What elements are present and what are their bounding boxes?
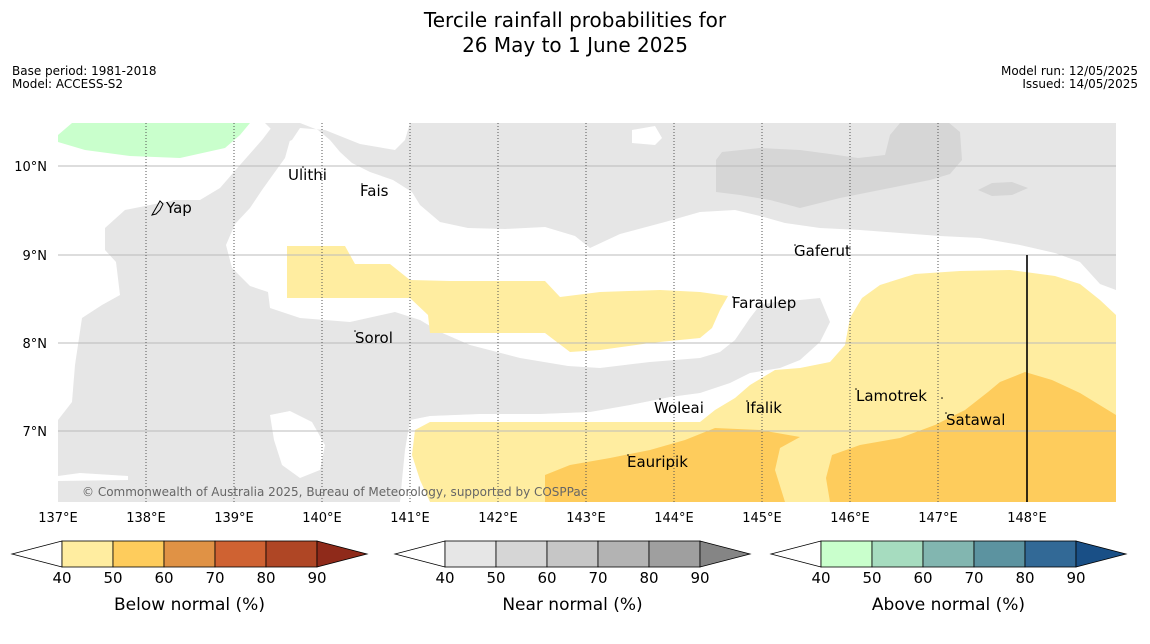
white-gap-southwest	[270, 411, 325, 478]
below-normal-legend-tick: 50	[103, 569, 122, 587]
above-normal-legend-swatch	[820, 540, 873, 568]
lat-label-7n: 7°N	[23, 425, 48, 440]
base-period: Base period: 1981-2018	[12, 64, 157, 78]
title-line-1: Tercile rainfall probabilities for	[423, 8, 727, 32]
place-eauripik: Eauripik	[627, 453, 688, 471]
above-normal-legend-label: Above normal (%)	[872, 595, 1025, 615]
place-fais: Fais	[360, 182, 389, 200]
near-normal-region-lower	[58, 123, 830, 502]
place-ifalik: Ifalik	[746, 399, 782, 417]
near-normal-legend-tick: 60	[537, 569, 556, 587]
near-normal-legend-lower-cap	[393, 540, 446, 568]
below-normal-legend-label: Below normal (%)	[114, 595, 265, 615]
above-normal-legend: 40 50 60 70 80 90 Above normal (%)	[769, 540, 1128, 615]
above-normal-region	[58, 123, 250, 158]
above-normal-legend-swatch	[973, 540, 1026, 568]
place-faraulep: Faraulep	[732, 294, 796, 312]
lon-label-148e: 148°E	[1007, 511, 1047, 526]
lon-label-139e: 139°E	[214, 511, 254, 526]
near-normal-legend-tick: 40	[435, 569, 454, 587]
above-normal-legend-tick: 70	[964, 569, 983, 587]
below-normal-50-region-east	[826, 372, 1116, 502]
below-normal-legend-upper-cap	[316, 540, 369, 568]
near-normal-legend-swatch	[648, 540, 701, 568]
below-normal-legend-tick: 60	[154, 569, 173, 587]
below-normal-legend-swatch	[61, 540, 114, 568]
above-normal-legend-swatch	[871, 540, 924, 568]
near-normal-legend-tick: 80	[639, 569, 658, 587]
below-normal-legend-swatch	[265, 540, 318, 568]
above-normal-legend-tick: 80	[1015, 569, 1034, 587]
below-normal-50-region-south	[545, 428, 800, 502]
lat-label-10n: 10°N	[14, 160, 47, 175]
near-normal-50-small	[978, 182, 1028, 196]
above-normal-legend-tick: 60	[913, 569, 932, 587]
map-title: Tercile rainfall probabilities for 26 Ma…	[0, 8, 1150, 58]
below-normal-legend-swatch	[112, 540, 165, 568]
above-normal-legend-upper-cap	[1075, 540, 1128, 568]
near-normal-legend: 40 50 60 70 80 90 Near normal (%)	[393, 540, 752, 615]
place-sorol: Sorol	[355, 329, 393, 347]
lon-label-141e: 141°E	[390, 511, 430, 526]
yap-island	[150, 200, 164, 216]
lon-label-138e: 138°E	[126, 511, 166, 526]
white-gap-bottom-left	[58, 473, 128, 481]
model-name: Model: ACCESS-S2	[12, 77, 124, 91]
below-normal-legend-swatch	[214, 540, 267, 568]
white-gap-top-small	[632, 126, 662, 145]
near-normal-legend-tick: 90	[690, 569, 709, 587]
near-normal-legend-upper-cap	[699, 540, 752, 568]
below-normal-legend-swatch	[163, 540, 216, 568]
near-normal-legend-swatch	[495, 540, 548, 568]
lon-label-147e: 147°E	[918, 511, 958, 526]
map-area: Yap Ulithi Fais Gaferut Faraulep Sorol W…	[58, 123, 1116, 502]
near-normal-legend-tick: 50	[486, 569, 505, 587]
above-normal-legend-swatch	[1024, 540, 1077, 568]
below-normal-legend: 40 50 60 70 80 90 Below normal (%)	[10, 540, 369, 615]
model-run: Model run: 12/05/2025	[1000, 64, 1138, 78]
lon-label-144e: 144°E	[654, 511, 694, 526]
place-lamotrek: Lamotrek	[856, 387, 927, 405]
below-normal-legend-lower-cap	[10, 540, 63, 568]
lon-label-137e: 137°E	[38, 511, 78, 526]
legends: 40 50 60 70 80 90 Below normal (%) 40 50 60 70 80 90…	[10, 540, 1128, 615]
below-normal-legend-tick: 40	[52, 569, 71, 587]
below-normal-legend-tick: 70	[205, 569, 224, 587]
issued-date: Issued: 14/05/2025	[1022, 77, 1138, 91]
copyright-notice: © Commonwealth of Australia 2025, Bureau…	[82, 485, 587, 499]
above-normal-legend-tick: 50	[862, 569, 881, 587]
place-ulithi: Ulithi	[288, 166, 327, 184]
below-normal-region-central	[287, 246, 728, 352]
place-gaferut: Gaferut	[794, 242, 851, 260]
place-woleai: Woleai	[654, 399, 704, 417]
lon-label-146e: 146°E	[830, 511, 870, 526]
near-normal-legend-tick: 70	[588, 569, 607, 587]
place-yap: Yap	[165, 199, 192, 217]
below-normal-legend-tick: 90	[307, 569, 326, 587]
above-normal-legend-tick: 40	[811, 569, 830, 587]
lon-label-143e: 143°E	[566, 511, 606, 526]
lat-label-9n: 9°N	[23, 249, 48, 264]
lat-label-8n: 8°N	[23, 337, 48, 352]
graticule	[58, 123, 1116, 502]
near-normal-legend-swatch	[444, 540, 497, 568]
lon-label-142e: 142°E	[478, 511, 518, 526]
place-satawal: Satawal	[946, 411, 1005, 429]
above-normal-legend-tick: 90	[1066, 569, 1085, 587]
island-markers	[302, 166, 947, 456]
near-normal-legend-swatch	[597, 540, 650, 568]
near-normal-legend-swatch	[546, 540, 599, 568]
lon-label-145e: 145°E	[742, 511, 782, 526]
meta-right: Model run: 12/05/2025 Issued: 14/05/2025	[1001, 65, 1138, 91]
title-line-2: 26 May to 1 June 2025	[462, 33, 688, 57]
below-normal-legend-tick: 80	[256, 569, 275, 587]
above-normal-legend-lower-cap	[769, 540, 822, 568]
above-normal-legend-swatch	[922, 540, 975, 568]
near-normal-legend-label: Near normal (%)	[502, 595, 642, 615]
lon-label-140e: 140°E	[302, 511, 342, 526]
meta-left: Base period: 1981-2018 Model: ACCESS-S2	[12, 65, 157, 91]
